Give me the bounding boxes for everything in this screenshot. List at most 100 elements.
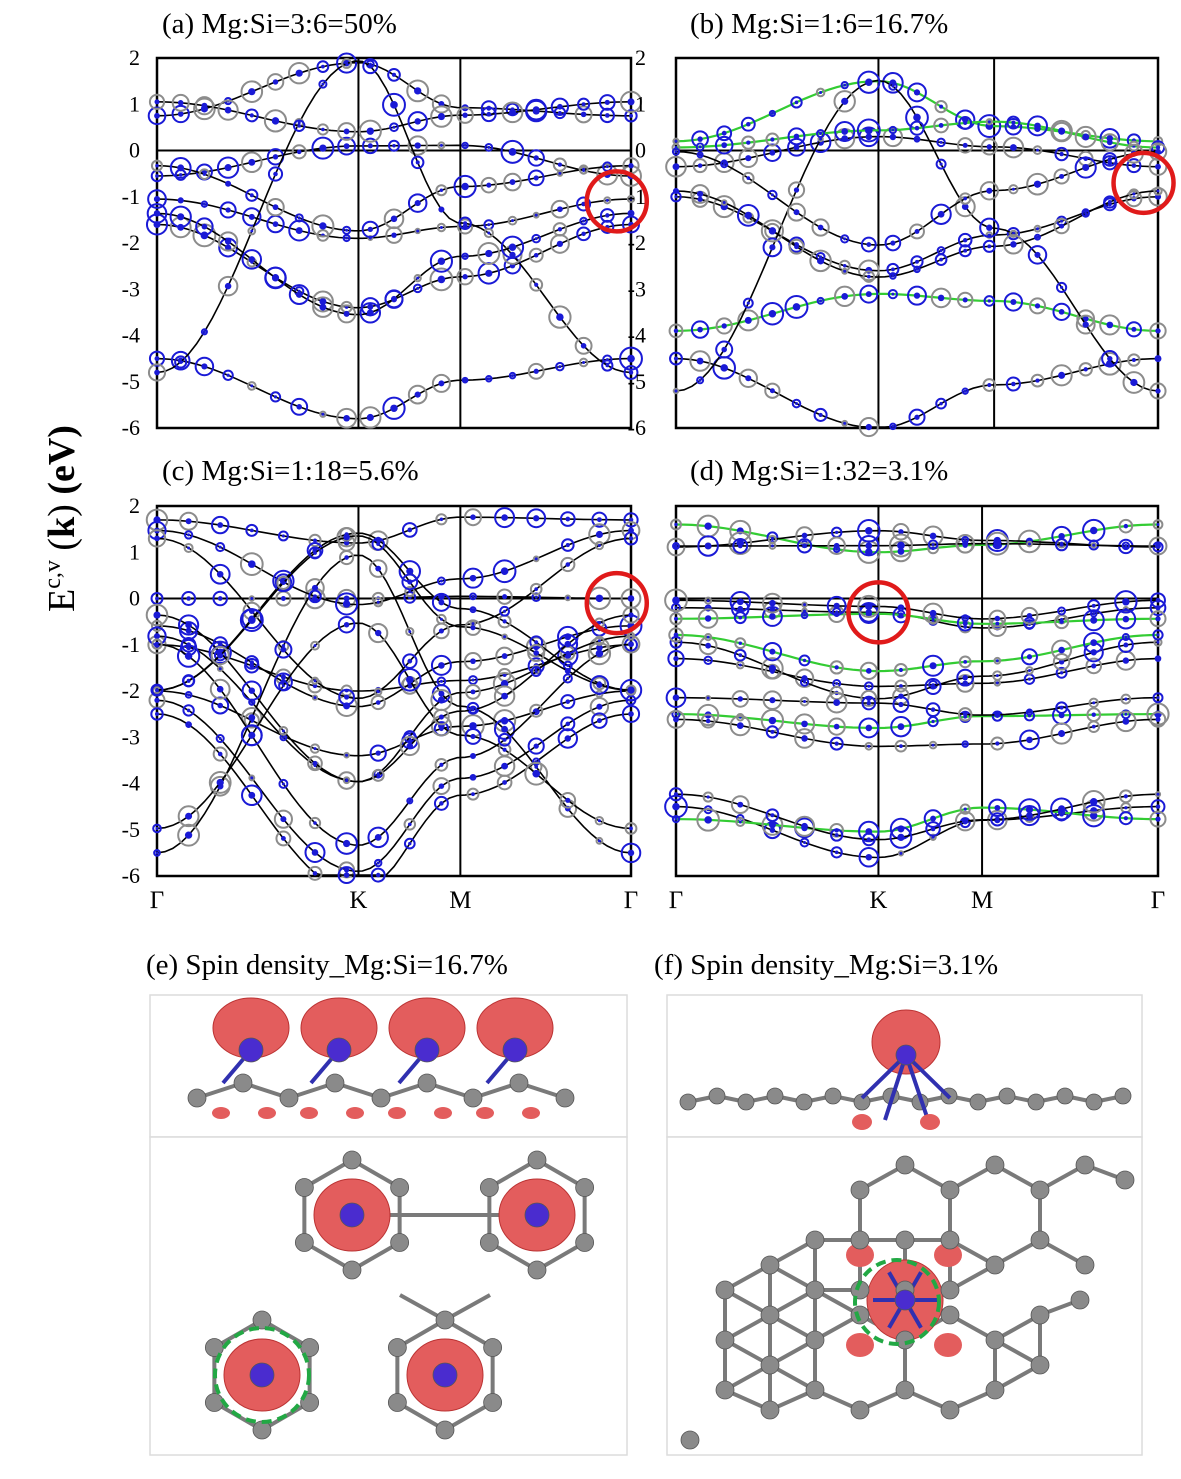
band-dot xyxy=(597,639,601,643)
mg-projection-circle xyxy=(840,81,849,90)
mg-projection-circle xyxy=(665,687,687,709)
si-projection-circle xyxy=(1081,790,1106,814)
mg-projection-circle xyxy=(560,694,576,710)
band-dot xyxy=(720,364,728,372)
band-dot xyxy=(745,155,752,162)
band-dot xyxy=(297,121,301,125)
band-dot xyxy=(704,615,712,622)
band-dot xyxy=(865,668,872,674)
band-dot xyxy=(296,404,302,410)
highlight-circle xyxy=(1111,150,1176,216)
band-dot xyxy=(295,291,303,298)
band-dot xyxy=(628,612,634,618)
mg-projection-circle xyxy=(930,203,952,225)
band-dot xyxy=(312,760,318,766)
mg-projection-circle xyxy=(241,784,263,807)
mg-projection-circle xyxy=(599,208,615,223)
band-dot xyxy=(186,708,191,713)
band-dot xyxy=(249,113,254,118)
band-dot xyxy=(1034,303,1041,309)
band-dot xyxy=(186,679,191,683)
band-dot xyxy=(179,198,183,202)
band-dot xyxy=(343,595,350,602)
band-dot xyxy=(1155,328,1161,334)
band-dot xyxy=(746,301,750,305)
mg-projection-circle xyxy=(601,359,614,372)
si-projection-circle xyxy=(342,776,351,785)
band-dot xyxy=(605,363,610,368)
mg-projection-circle xyxy=(672,542,680,550)
band-dot xyxy=(374,833,382,841)
band-dot xyxy=(248,791,256,799)
band-dot xyxy=(1083,367,1088,372)
mg-projection-circle xyxy=(508,371,517,380)
mg-projection-circle xyxy=(861,695,877,711)
mg-projection-circle xyxy=(560,716,576,732)
band-dot xyxy=(281,534,285,538)
band-dot xyxy=(501,692,509,700)
panel-b-title: (b) Mg:Si=1:6=16.7% xyxy=(690,8,948,40)
mg-projection-circle xyxy=(245,523,259,537)
band-dot xyxy=(802,543,807,549)
band-dot xyxy=(218,737,222,741)
band-dot xyxy=(344,555,349,560)
band-dot xyxy=(390,404,398,413)
k-point-label: Γ xyxy=(1151,887,1165,914)
band-dot xyxy=(841,97,849,105)
band-dot xyxy=(1131,163,1137,168)
band-dot xyxy=(738,820,742,824)
band-dot xyxy=(471,754,475,758)
band-dot xyxy=(736,598,744,606)
mg-projection-circle xyxy=(623,512,639,528)
si-projection-circle xyxy=(266,197,285,217)
spin-minority-band xyxy=(675,633,1159,673)
k-point-label: Γ xyxy=(624,887,638,914)
band-dot xyxy=(770,544,774,548)
si-atom xyxy=(940,1305,960,1325)
si-atom xyxy=(715,1380,735,1400)
si-atom xyxy=(1075,1255,1095,1275)
band-dot xyxy=(746,176,751,180)
band-dot xyxy=(565,797,571,803)
si-projection-circle xyxy=(697,608,719,629)
si-projection-circle xyxy=(705,695,712,702)
mg-projection-circle xyxy=(500,235,525,259)
band-dot xyxy=(249,193,254,198)
band-dot xyxy=(1123,523,1129,529)
band-dot xyxy=(803,680,807,684)
mg-projection-circle xyxy=(1115,608,1137,630)
band-dot xyxy=(1026,812,1033,819)
mg-projection-circle xyxy=(387,68,401,82)
band-dot xyxy=(1130,378,1138,387)
band-dot xyxy=(768,821,776,829)
band-dot xyxy=(185,621,192,629)
band-dot xyxy=(939,140,943,144)
band-dot xyxy=(937,210,945,218)
band-dot xyxy=(311,584,319,591)
mg-projection-circle xyxy=(909,120,925,136)
si-projection-circle xyxy=(404,586,416,598)
si-projection-circle xyxy=(150,619,164,632)
si-projection-circle xyxy=(980,138,998,156)
y-tick-label: 2 xyxy=(635,45,646,70)
band-dot xyxy=(897,833,905,842)
si-projection-circle xyxy=(464,619,482,636)
si-projection-circle xyxy=(210,645,230,666)
mg-projection-circle xyxy=(304,841,326,863)
band-dot xyxy=(1009,144,1017,151)
si-projection-circle xyxy=(337,771,356,790)
band-dot xyxy=(1124,635,1128,639)
si-projection-circle xyxy=(668,323,684,339)
band-dot xyxy=(1082,133,1090,141)
band-dot xyxy=(817,224,824,231)
band-dot xyxy=(250,700,254,704)
band-dot xyxy=(463,378,467,382)
mg-projection-circle xyxy=(882,72,904,94)
band-dot xyxy=(746,140,751,145)
si-projection-circle xyxy=(529,582,543,596)
band-dot xyxy=(487,223,491,227)
band-dot xyxy=(438,599,445,606)
band-dot xyxy=(471,594,475,598)
mg-projection-circle xyxy=(499,605,510,617)
si-projection-circle xyxy=(801,601,808,608)
